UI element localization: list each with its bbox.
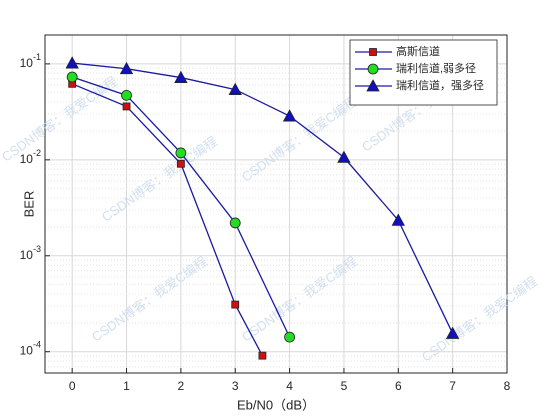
y-tick-label: 10-4 bbox=[20, 340, 41, 358]
legend-label: 高斯信道 bbox=[396, 44, 440, 58]
marker bbox=[121, 89, 132, 101]
legend-label: 瑞利信道,弱多径 bbox=[396, 61, 476, 75]
marker bbox=[337, 150, 351, 163]
marker bbox=[66, 71, 78, 83]
x-tick-label: 0 bbox=[69, 379, 76, 393]
tick-exponent: -4 bbox=[33, 340, 41, 350]
marker bbox=[366, 79, 380, 92]
tick-exponent: -1 bbox=[33, 52, 41, 62]
tick-base: 10 bbox=[20, 152, 34, 166]
x-tick-label: 2 bbox=[178, 379, 185, 393]
plot-frame bbox=[44, 34, 508, 374]
marker bbox=[122, 102, 131, 111]
tick-base: 10 bbox=[20, 56, 34, 70]
marker bbox=[231, 300, 240, 309]
series-line bbox=[72, 62, 454, 334]
x-tick-label: 4 bbox=[286, 379, 293, 393]
tick-exponent: -2 bbox=[33, 148, 41, 158]
marker bbox=[391, 213, 405, 226]
x-tick-label: 3 bbox=[232, 379, 239, 393]
marker bbox=[445, 326, 460, 339]
marker bbox=[175, 147, 187, 159]
x-tick-label: 5 bbox=[341, 379, 348, 393]
marker bbox=[369, 48, 377, 56]
x-tick-label: 6 bbox=[395, 379, 402, 393]
legend-label: 瑞利信道，强多径 bbox=[396, 78, 484, 92]
marker bbox=[282, 109, 297, 122]
x-tick-label: 1 bbox=[123, 379, 130, 393]
x-axis-label: Eb/N0（dB） bbox=[237, 397, 315, 412]
marker bbox=[65, 56, 79, 69]
marker bbox=[176, 159, 185, 168]
marker bbox=[367, 63, 379, 75]
marker bbox=[284, 331, 295, 343]
marker bbox=[229, 217, 241, 229]
marker bbox=[258, 351, 267, 360]
marker bbox=[174, 70, 188, 83]
tick-base: 10 bbox=[20, 248, 34, 262]
y-tick-label: 10-1 bbox=[20, 52, 41, 70]
marker bbox=[228, 82, 242, 95]
tick-base: 10 bbox=[20, 344, 34, 358]
x-tick-label: 8 bbox=[504, 379, 511, 393]
y-axis-label: BER bbox=[21, 191, 36, 218]
marker bbox=[119, 61, 134, 75]
tick-exponent: -3 bbox=[33, 244, 41, 254]
y-tick-label: 10-3 bbox=[20, 244, 41, 262]
x-tick-label: 7 bbox=[449, 379, 456, 393]
y-tick-label: 10-2 bbox=[20, 148, 41, 166]
